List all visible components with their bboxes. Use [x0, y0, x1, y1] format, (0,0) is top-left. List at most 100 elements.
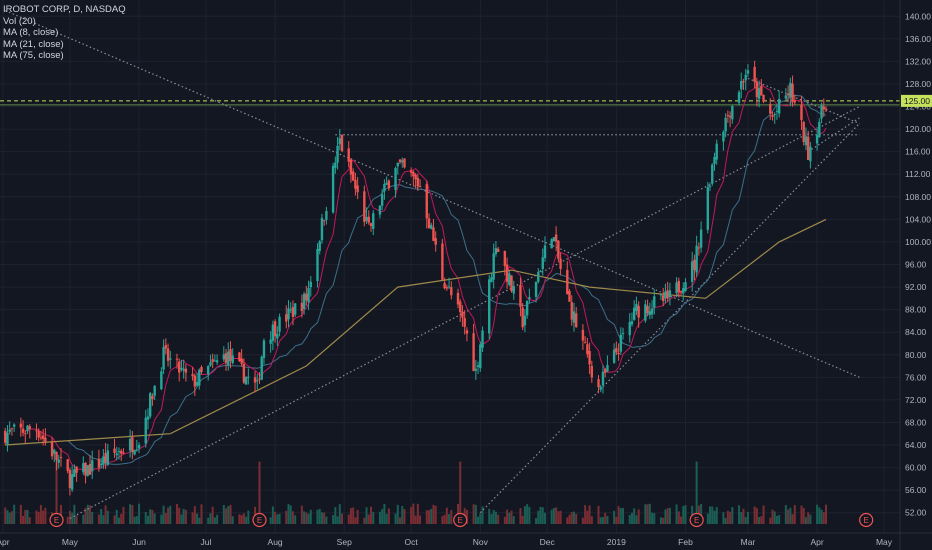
- price-tick-label: 136.00: [905, 34, 931, 44]
- candle-body: [740, 81, 743, 90]
- candle-body: [822, 106, 825, 110]
- price-tick-label: 84.00: [905, 327, 927, 337]
- volume-bar: [209, 513, 212, 524]
- price-tick-label: 72.00: [905, 395, 927, 405]
- volume-bar: [668, 507, 671, 524]
- candle-body: [164, 345, 168, 349]
- candle-body: [679, 291, 683, 293]
- candle-body: [271, 324, 275, 341]
- candle-body: [73, 469, 76, 477]
- volume-bar: [771, 509, 774, 524]
- volume-bar: [680, 516, 683, 524]
- earnings-marker[interactable]: [252, 512, 267, 528]
- volume-bar: [196, 513, 199, 524]
- candle-body: [706, 187, 709, 230]
- candle-body: [570, 302, 573, 320]
- candle-body: [68, 469, 72, 488]
- candle-body: [367, 216, 370, 223]
- trendline[interactable]: [4, 10, 860, 378]
- candle-body: [755, 81, 759, 98]
- candle-body: [387, 180, 391, 189]
- volume-bar: [740, 511, 743, 524]
- volume-bar: [617, 506, 620, 524]
- candle-body: [215, 360, 219, 363]
- earnings-marker[interactable]: [689, 512, 704, 528]
- volume-bar: [320, 512, 323, 524]
- volume-bar: [412, 503, 415, 524]
- trendline[interactable]: [479, 123, 860, 514]
- earnings-marker[interactable]: [49, 512, 64, 528]
- candle-body: [447, 286, 451, 288]
- volume-bar: [336, 516, 339, 524]
- volume-bar: [122, 506, 125, 524]
- candle-body: [490, 277, 493, 282]
- candle-body: [285, 314, 288, 322]
- candle-body: [273, 321, 277, 337]
- earnings-marker[interactable]: [859, 512, 874, 528]
- candle-body: [117, 451, 121, 453]
- candle-body: [403, 158, 406, 168]
- candle-body: [178, 361, 181, 373]
- volume-bar: [465, 509, 468, 524]
- volume-bar: [630, 512, 633, 524]
- candle-body: [675, 282, 678, 294]
- candle-body: [398, 159, 402, 163]
- candle-body: [396, 162, 399, 167]
- candle-body: [338, 138, 341, 145]
- time-axis[interactable]: Apr May Jun Jul Aug Sep Oct Nov Dec 2019 Feb Mar Apr…: [0, 532, 932, 547]
- candle-body: [434, 238, 437, 245]
- candle-body: [650, 308, 654, 315]
- volume-bar: [146, 515, 149, 524]
- candle-body: [777, 98, 781, 114]
- volume-bar: [276, 514, 279, 524]
- price-tick-label: 128.00: [905, 79, 931, 89]
- candle-body: [572, 311, 576, 323]
- volume-bar: [552, 508, 555, 524]
- volume-bar: [178, 507, 181, 524]
- volume-bar: [19, 504, 22, 524]
- trendline[interactable]: [747, 77, 860, 125]
- candle-body: [818, 121, 821, 138]
- volume-bar: [539, 506, 542, 524]
- volume-bar: [332, 515, 335, 524]
- time-tick-label: Mar: [741, 537, 756, 547]
- candle-body: [463, 318, 466, 327]
- volume-bar: [434, 505, 437, 524]
- price-tick-label: 64.00: [905, 440, 927, 450]
- candle-body: [644, 304, 647, 321]
- volume-bar: [519, 508, 522, 524]
- volume-bar: [787, 509, 790, 524]
- earnings-marker[interactable]: [453, 512, 468, 528]
- candle-body: [113, 448, 116, 453]
- legend-volume: Vol (20): [3, 15, 36, 27]
- volume-bar: [115, 509, 118, 524]
- price-level-line[interactable]: [0, 100, 900, 106]
- candle-body: [519, 284, 522, 307]
- candle-body: [316, 249, 319, 282]
- volume-bar: [347, 514, 350, 524]
- volume-bar: [91, 511, 94, 524]
- volume-bar: [523, 506, 526, 524]
- candle-body: [19, 423, 23, 428]
- candle-body: [525, 300, 529, 316]
- volume-bar: [160, 514, 163, 524]
- volume-bar: [800, 505, 803, 524]
- candle-body: [677, 280, 681, 293]
- volume-bar: [659, 517, 662, 524]
- volume-bar: [791, 514, 794, 524]
- candle-body: [715, 143, 718, 160]
- candle-body: [293, 303, 297, 315]
- candle-body: [137, 444, 141, 449]
- volume-bar: [597, 505, 600, 524]
- volume-bar: [269, 517, 272, 524]
- volume-bar: [760, 516, 763, 524]
- volume-bar: [535, 517, 538, 524]
- volume-bar: [479, 513, 482, 524]
- volume-bar: [82, 514, 85, 524]
- candle-body: [99, 463, 103, 466]
- volume-bar: [521, 515, 524, 524]
- candle-body: [102, 456, 105, 465]
